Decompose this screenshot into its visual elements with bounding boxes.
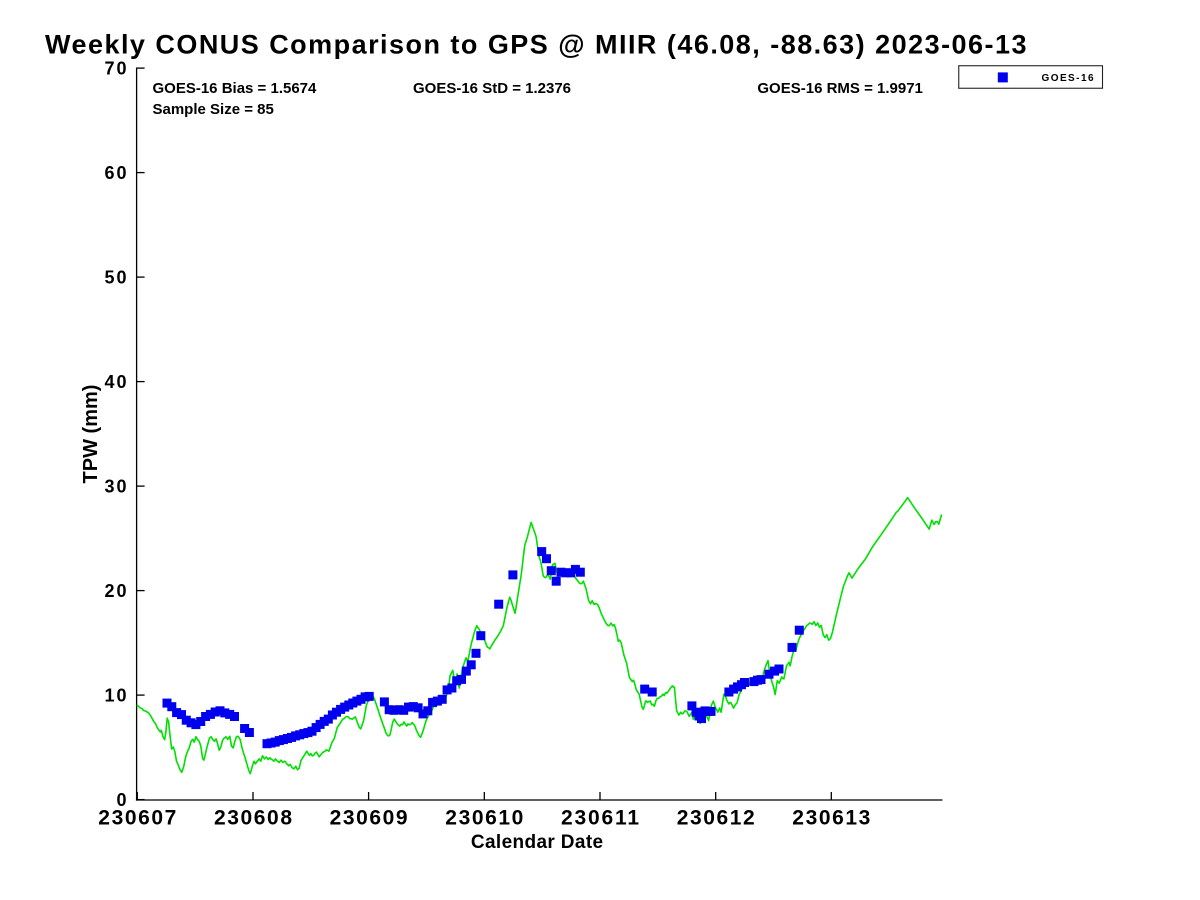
svg-text:20: 20	[105, 581, 127, 601]
svg-text:70: 70	[105, 58, 127, 78]
svg-text:50: 50	[105, 267, 127, 287]
svg-text:230613: 230613	[792, 806, 870, 829]
svg-text:40: 40	[105, 372, 127, 392]
svg-text:230607: 230607	[98, 806, 176, 829]
svg-text:30: 30	[105, 476, 127, 496]
svg-text:GOES-16: GOES-16	[1042, 73, 1094, 84]
svg-text:10: 10	[105, 685, 127, 705]
svg-text:Sample Size = 85: Sample Size = 85	[153, 101, 274, 118]
svg-text:60: 60	[105, 163, 127, 183]
svg-text:230608: 230608	[214, 806, 292, 829]
svg-text:230609: 230609	[330, 806, 408, 829]
svg-text:TPW (mm): TPW (mm)	[80, 385, 102, 484]
svg-text:230610: 230610	[445, 806, 523, 829]
svg-text:GOES-16 RMS = 1.9971: GOES-16 RMS = 1.9971	[757, 80, 923, 97]
svg-text:Calendar Date: Calendar Date	[471, 832, 603, 853]
svg-text:GOES-16 StD = 1.2376: GOES-16 StD = 1.2376	[413, 80, 571, 97]
svg-text:230612: 230612	[677, 806, 755, 829]
svg-text:GOES-16 Bias = 1.5674: GOES-16 Bias = 1.5674	[153, 80, 318, 97]
svg-text:Weekly CONUS Comparison to GPS: Weekly CONUS Comparison to GPS @ MIIR (4…	[45, 30, 1027, 60]
svg-text:0: 0	[116, 790, 126, 810]
